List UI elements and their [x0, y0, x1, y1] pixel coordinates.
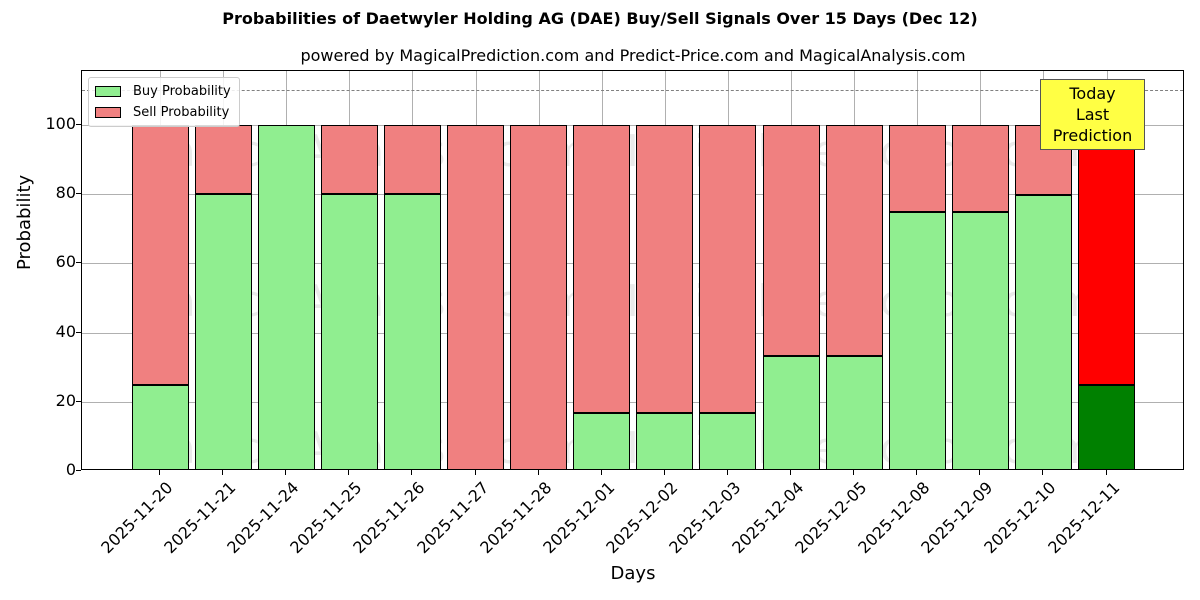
- today-annotation: Today Last Prediction: [1040, 79, 1145, 150]
- x-tick-mark: [1042, 470, 1044, 475]
- x-tick-mark: [222, 470, 224, 475]
- y-tick-label: 20: [55, 390, 76, 410]
- y-tick-label: 100: [45, 114, 76, 133]
- legend: Buy Probability Sell Probability: [88, 77, 240, 127]
- bar-buy: [194, 194, 252, 469]
- bar-buy: [1078, 384, 1135, 469]
- y-axis-label: Probability: [14, 174, 35, 270]
- y-tick-label: 80: [55, 183, 76, 203]
- bar-sell: [825, 125, 883, 356]
- buy-swatch-icon: [95, 86, 121, 97]
- x-tick-mark: [348, 470, 350, 475]
- y-tick-mark: [76, 470, 81, 471]
- x-tick-mark: [411, 470, 413, 475]
- bar-sell: [510, 125, 568, 469]
- bar-buy: [951, 211, 1009, 469]
- bar-buy: [257, 125, 315, 469]
- x-axis-label: Days: [610, 563, 656, 584]
- legend-item-buy: Buy Probability: [95, 81, 231, 102]
- grid-line-h: [82, 401, 1183, 403]
- chart-subtitle: powered by MagicalPrediction.com and Pre…: [300, 46, 966, 65]
- bar-sell: [951, 125, 1009, 212]
- annotation-line-2: Last Prediction: [1052, 105, 1133, 145]
- chart-title: Probabilities of Daetwyler Holding AG (D…: [222, 9, 978, 28]
- bar-sell: [636, 125, 694, 414]
- x-tick-mark: [474, 470, 476, 475]
- bar-sell: [699, 125, 757, 414]
- sell-swatch-icon: [95, 107, 121, 118]
- bar-buy: [888, 211, 946, 469]
- bar-buy: [762, 355, 820, 469]
- bar-sell: [888, 125, 946, 212]
- bar-buy: [636, 413, 694, 469]
- bar-sell: [447, 125, 504, 469]
- grid-line-h: [82, 125, 1183, 126]
- x-tick-mark: [790, 470, 791, 475]
- y-tick-mark: [76, 400, 81, 402]
- reference-line-dashed: [82, 90, 1183, 92]
- y-tick-label: 60: [55, 252, 76, 272]
- grid-line-h: [82, 194, 1183, 196]
- y-tick-mark: [76, 124, 81, 125]
- bar-sell: [1078, 125, 1135, 385]
- bar-sell: [194, 125, 252, 195]
- x-tick-mark: [663, 470, 665, 475]
- bar-buy: [1014, 194, 1072, 469]
- x-tick-mark: [916, 470, 918, 475]
- legend-label-buy: Buy Probability: [133, 84, 231, 99]
- y-tick-mark: [76, 331, 81, 333]
- annotation-line-1: Today: [1069, 84, 1116, 103]
- x-tick-mark: [726, 470, 728, 475]
- bar-sell: [762, 125, 820, 356]
- bar-sell: [383, 125, 441, 195]
- bar-buy: [131, 384, 189, 469]
- x-tick-mark: [285, 470, 287, 475]
- bar-buy: [383, 194, 441, 469]
- grid-line-h: [82, 332, 1183, 334]
- legend-label-sell: Sell Probability: [133, 105, 230, 120]
- x-tick-mark: [1105, 470, 1107, 475]
- y-tick-mark: [76, 262, 81, 264]
- bar-buy: [573, 413, 631, 469]
- legend-item-sell: Sell Probability: [95, 102, 231, 123]
- bar-sell: [131, 125, 189, 385]
- grid-line-h: [82, 263, 1183, 265]
- x-tick-mark: [600, 470, 602, 475]
- y-tick-mark: [76, 193, 81, 195]
- bar-sell: [320, 125, 378, 195]
- plot-area: MagicalAnalysis.comMagicalPrediction.com…: [81, 70, 1184, 470]
- bar-buy: [825, 355, 883, 469]
- bar-buy: [320, 194, 378, 469]
- x-tick-mark: [537, 470, 539, 475]
- y-tick-label: 40: [55, 321, 76, 341]
- x-tick-mark: [159, 470, 160, 475]
- y-tick-label: 0: [65, 460, 76, 479]
- bar-buy: [699, 413, 757, 469]
- x-tick-mark: [853, 470, 855, 475]
- bar-sell: [573, 125, 631, 414]
- x-tick-mark: [979, 470, 981, 475]
